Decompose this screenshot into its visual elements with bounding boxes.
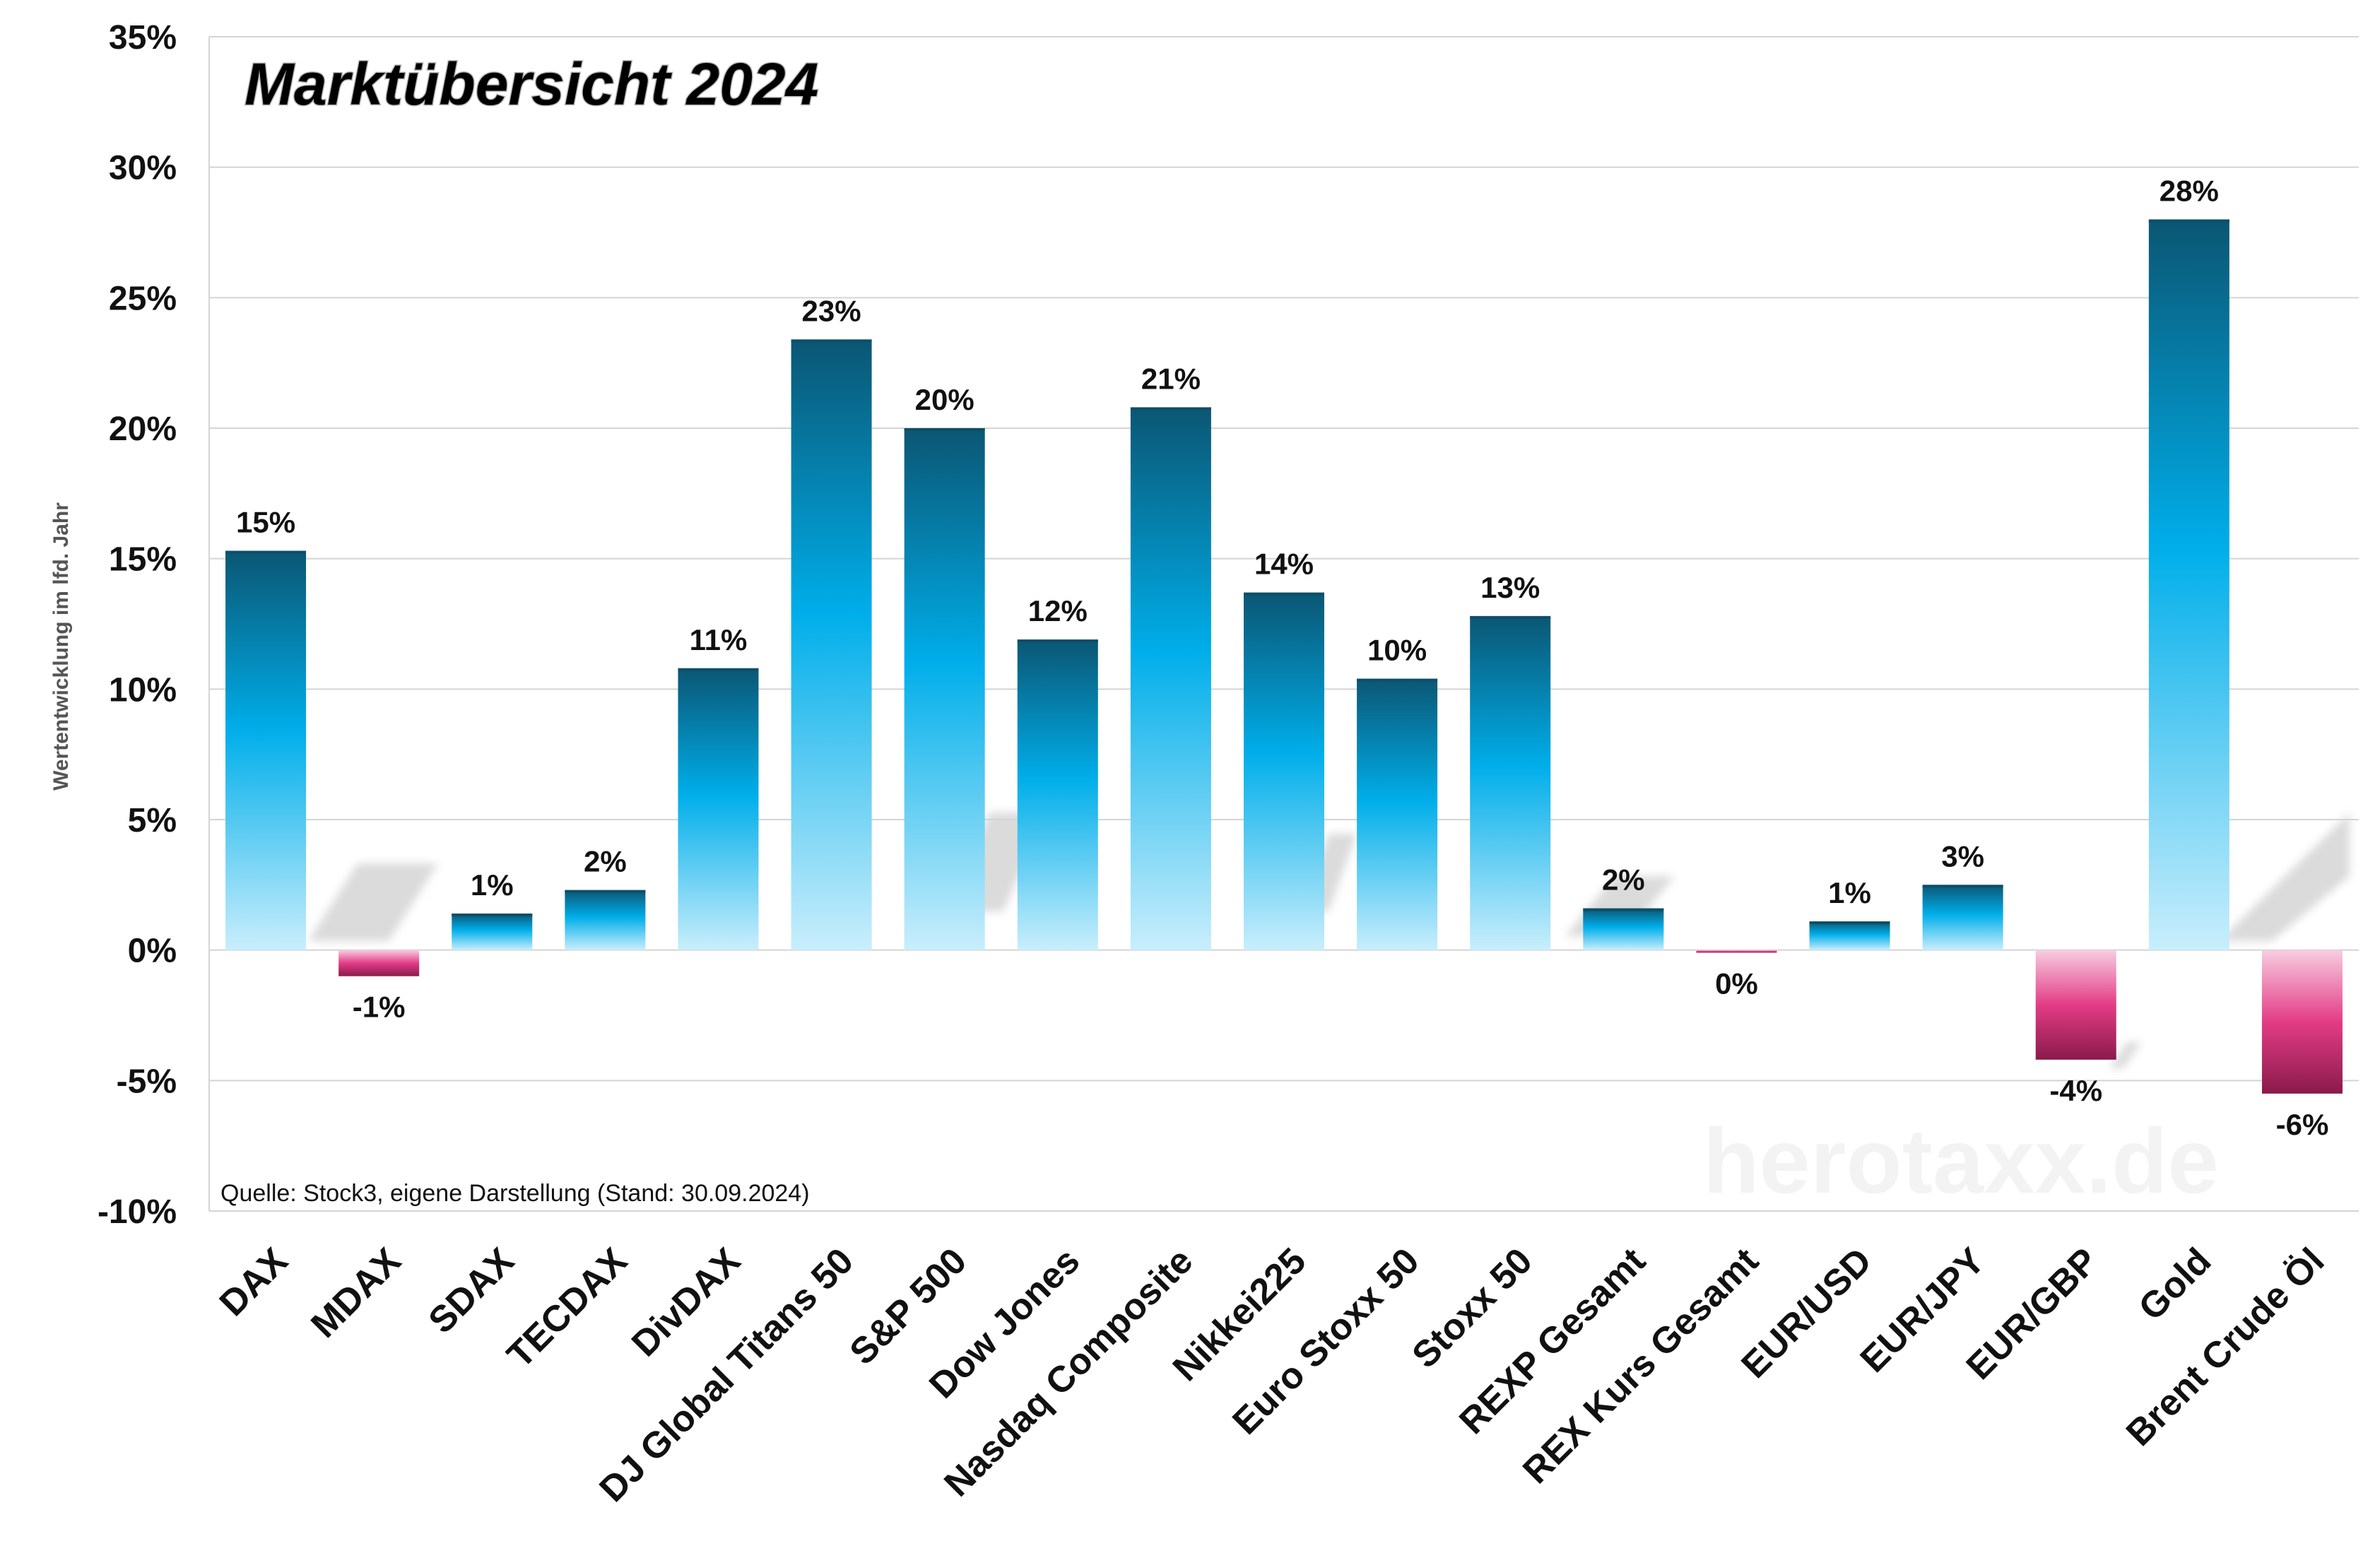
- bar-top-edge: [1922, 885, 2003, 888]
- data-label: 2%: [584, 845, 627, 878]
- data-label: 1%: [1828, 876, 1871, 909]
- bar: [1017, 639, 1098, 950]
- y-tick-label: -10%: [98, 1193, 177, 1231]
- bars: [225, 219, 2343, 1094]
- data-label: 14%: [1254, 548, 1314, 581]
- data-label: 0%: [1715, 967, 1758, 1000]
- bar-top-edge: [791, 339, 872, 343]
- data-label: 2%: [1602, 863, 1645, 897]
- watermark: herotaxx.de: [1703, 1109, 2219, 1212]
- data-label: 13%: [1480, 571, 1540, 604]
- bar-top-edge: [2148, 219, 2229, 223]
- source-note: Quelle: Stock3, eigene Darstellung (Stan…: [220, 1180, 810, 1207]
- bar: [1922, 885, 2003, 950]
- bar: [2148, 219, 2229, 950]
- data-label: 15%: [236, 506, 295, 539]
- data-label: 12%: [1028, 594, 1088, 627]
- x-tick-label: TECDAX: [500, 1240, 635, 1376]
- x-tick-label: Gold: [2131, 1240, 2220, 1328]
- data-label: 28%: [2160, 175, 2219, 208]
- bar: [791, 339, 872, 950]
- data-label: 11%: [690, 623, 748, 656]
- data-label: 10%: [1367, 634, 1427, 667]
- bar-top-edge: [1809, 921, 1890, 925]
- y-axis-label: Wertentwicklung im lfd. Jahr: [49, 502, 73, 791]
- bar: [1130, 407, 1211, 950]
- chart-title: Marktübersicht 2024: [245, 51, 818, 117]
- bar-top-edge: [1244, 592, 1324, 596]
- data-label: 23%: [802, 294, 861, 327]
- bar-top-edge: [225, 550, 307, 554]
- y-axis: 35% 30% 25% 20% 15% 10% 5% 0% -5% -10%: [98, 19, 210, 1231]
- bar-top-edge: [1357, 678, 1438, 682]
- y-tick-label: 5%: [128, 802, 177, 839]
- bar: [678, 668, 759, 950]
- data-label: -4%: [2049, 1074, 2102, 1107]
- bar: [2261, 950, 2343, 1094]
- bar: [338, 950, 420, 976]
- bar-top-edge: [1470, 615, 1551, 619]
- bar-top-edge: [1017, 639, 1098, 643]
- bar: [1583, 908, 1664, 950]
- y-tick-label: 20%: [109, 411, 177, 448]
- bar-top-edge: [904, 428, 985, 431]
- bar: [2035, 950, 2116, 1060]
- y-tick-label: 35%: [109, 19, 177, 57]
- bar: [1470, 615, 1551, 950]
- data-labels: 15% -1% 1% 2% 11% 23% 20% 12% 21% 14% 10% 13% 2% 0% 1%…: [236, 175, 2328, 1141]
- data-label: -1%: [353, 991, 406, 1024]
- bar-top-edge: [565, 890, 646, 893]
- bar: [904, 428, 985, 950]
- x-tick-label: SDAX: [421, 1240, 522, 1341]
- x-tick-label: MDAX: [303, 1240, 408, 1345]
- bar-top-edge: [1130, 407, 1211, 411]
- bar: [452, 913, 533, 950]
- bar-top-edge: [1583, 908, 1664, 911]
- data-label: 3%: [1941, 839, 1984, 873]
- bar: [225, 550, 307, 950]
- y-tick-label: 10%: [109, 671, 177, 709]
- y-tick-label: -5%: [117, 1063, 177, 1100]
- bar-top-edge: [678, 668, 759, 671]
- bar: [1244, 592, 1324, 950]
- data-label: 1%: [471, 868, 514, 902]
- bar: [1357, 678, 1438, 950]
- x-tick-label: DAX: [212, 1240, 296, 1324]
- y-tick-label: 25%: [109, 280, 177, 317]
- y-tick-label: 15%: [109, 541, 177, 579]
- data-label: -6%: [2276, 1108, 2329, 1141]
- x-tick-label: Brent Crude Öl: [2119, 1240, 2333, 1454]
- data-label: 20%: [915, 383, 974, 416]
- y-tick-label: 30%: [109, 150, 177, 187]
- bar: [565, 890, 646, 950]
- data-label: 21%: [1141, 362, 1201, 395]
- bar-top-edge: [452, 913, 533, 916]
- bar: [1809, 921, 1890, 950]
- bar: [1696, 950, 1777, 953]
- y-tick-label: 0%: [128, 933, 177, 970]
